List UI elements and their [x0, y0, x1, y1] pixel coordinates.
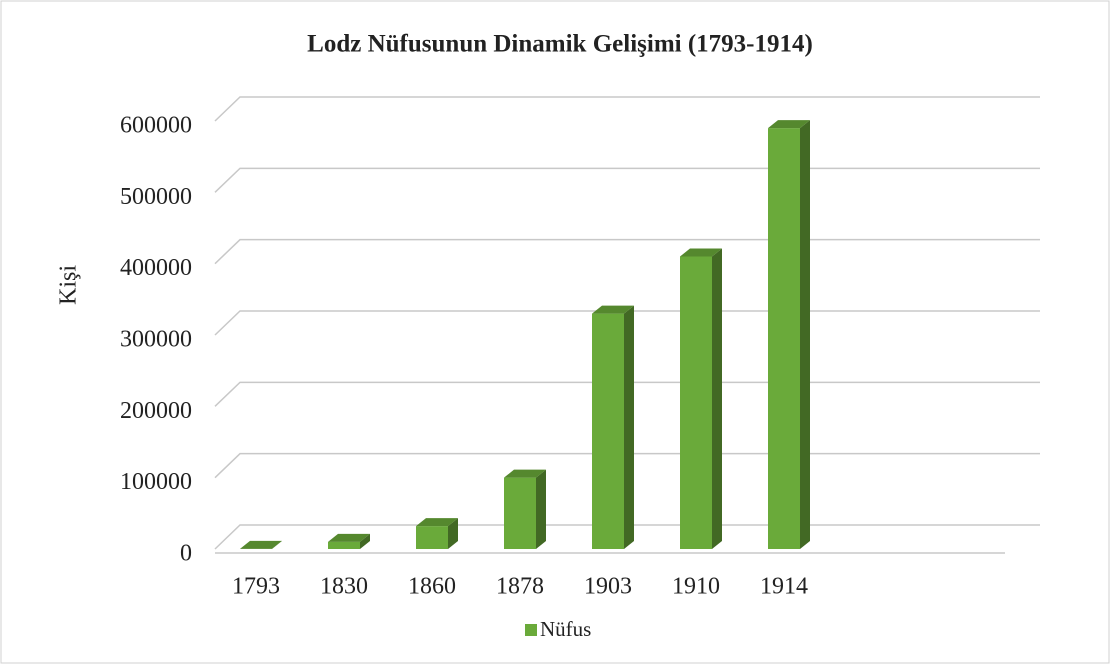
bar-front: [592, 313, 624, 549]
bar-front: [416, 526, 448, 549]
bar-top: [680, 248, 722, 257]
y-axis-label: Kişi: [56, 265, 82, 305]
bar: [416, 518, 458, 549]
bar: [504, 469, 546, 549]
y-tick-label: 400000: [120, 255, 192, 281]
grid-line: [214, 96, 1040, 122]
bar: [328, 533, 370, 549]
y-tick-label: 200000: [120, 398, 192, 424]
y-tick-label: 300000: [120, 327, 192, 353]
y-tick-label: 100000: [120, 469, 192, 495]
legend-label: Nüfus: [540, 617, 591, 641]
bar: [680, 248, 722, 550]
y-tick-label: 500000: [120, 184, 192, 210]
bar-front: [504, 477, 536, 549]
x-tick-label: 1903: [584, 574, 632, 600]
x-tick-label: 1878: [496, 574, 544, 600]
y-tick-label: 0: [180, 541, 192, 567]
bar: [592, 305, 634, 549]
bar-front: [680, 256, 712, 549]
x-tick-label: 1793: [232, 574, 280, 600]
x-tick-label: 1910: [672, 574, 720, 600]
bar-side: [712, 248, 722, 550]
bar-top: [328, 533, 370, 542]
bar-top: [416, 518, 458, 527]
y-tick-label: 600000: [120, 113, 192, 139]
bar-side: [448, 518, 458, 549]
bar: [768, 120, 810, 549]
bar-top: [768, 120, 810, 129]
x-tick-label: 1914: [760, 574, 808, 600]
bar-side: [360, 533, 370, 549]
x-tick-label: 1860: [408, 574, 456, 600]
bar-side: [800, 120, 810, 549]
bar-top: [504, 469, 546, 478]
legend-swatch: [525, 624, 537, 636]
x-tick-label: 1830: [320, 574, 368, 600]
bar-side: [272, 540, 282, 549]
bar-front: [768, 128, 800, 549]
bar-side: [624, 305, 634, 549]
bar-front: [328, 541, 360, 549]
bar: [240, 540, 282, 549]
bar-top: [592, 305, 634, 314]
bar-side: [536, 469, 546, 549]
bar-top: [240, 540, 282, 549]
chart-title: Lodz Nüfusunun Dinamik Gelişimi (1793-19…: [307, 31, 813, 58]
